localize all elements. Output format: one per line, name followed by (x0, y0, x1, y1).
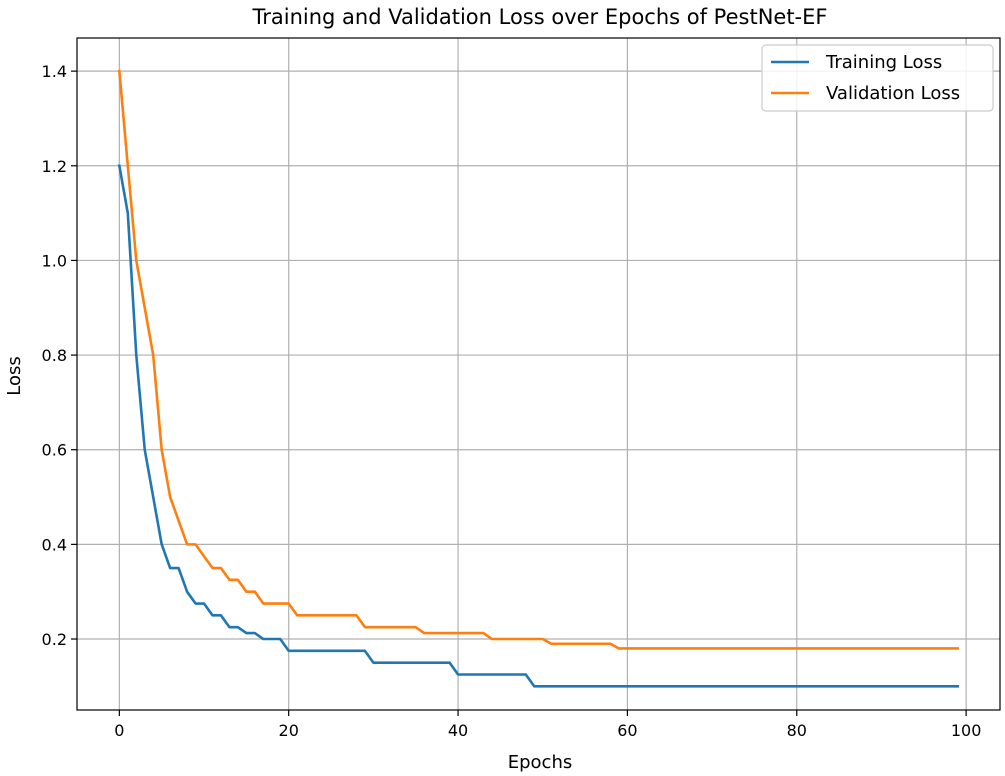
legend-entry: Validation Loss (826, 83, 960, 104)
x-tick-label: 20 (279, 721, 299, 740)
y-tick-label: 0.8 (42, 346, 67, 365)
x-tick-label: 0 (114, 721, 124, 740)
series-lines (117, 69, 959, 688)
y-tick-label: 1.4 (42, 62, 67, 81)
y-axis-label: Loss (4, 356, 25, 395)
plot-frame (76, 37, 1001, 711)
legend: Training Loss Validation Loss (761, 44, 994, 112)
series-line-validation-loss (117, 69, 959, 650)
x-tick-label: 60 (617, 721, 637, 740)
x-axis-ticks: 0 20 40 60 80 100 (114, 710, 981, 740)
y-axis-ticks: 0.2 0.4 0.6 0.8 1.0 1.2 1.4 (42, 62, 77, 649)
y-tick-label: 1.2 (42, 157, 67, 176)
x-tick-label: 80 (787, 721, 807, 740)
gridlines (77, 38, 1000, 710)
series-line-training-loss (117, 164, 959, 688)
x-tick-label: 100 (951, 721, 982, 740)
x-tick-label: 40 (448, 721, 468, 740)
y-tick-label: 1.0 (42, 251, 67, 270)
y-tick-label: 0.6 (42, 441, 67, 460)
legend-box (761, 44, 994, 112)
chart-title: Training and Validation Loss over Epochs… (252, 5, 828, 29)
x-axis-label: Epochs (508, 752, 573, 773)
y-tick-label: 0.2 (42, 630, 67, 649)
y-tick-label: 0.4 (42, 535, 67, 554)
legend-entry: Training Loss (825, 52, 942, 73)
